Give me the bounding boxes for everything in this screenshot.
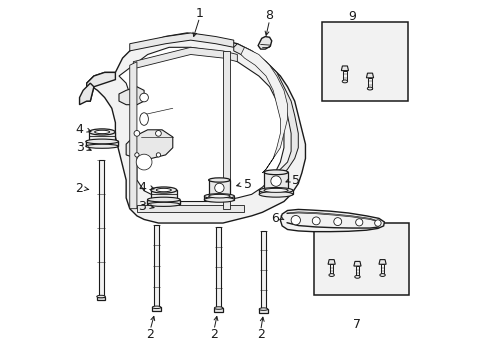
Ellipse shape <box>97 295 105 298</box>
Bar <box>321 22 407 101</box>
Polygon shape <box>259 190 292 194</box>
Polygon shape <box>97 297 105 300</box>
Polygon shape <box>223 51 230 209</box>
Polygon shape <box>378 260 386 264</box>
Polygon shape <box>341 66 348 71</box>
Polygon shape <box>280 210 384 231</box>
Text: 4: 4 <box>76 123 83 136</box>
Ellipse shape <box>259 192 292 197</box>
Ellipse shape <box>85 144 118 148</box>
Polygon shape <box>119 87 144 105</box>
Polygon shape <box>353 261 360 266</box>
Polygon shape <box>366 73 373 78</box>
Polygon shape <box>327 260 335 264</box>
Ellipse shape <box>259 188 292 193</box>
Polygon shape <box>286 212 378 222</box>
Text: 9: 9 <box>347 10 355 23</box>
Polygon shape <box>216 226 221 308</box>
Polygon shape <box>329 264 333 275</box>
Ellipse shape <box>208 194 230 198</box>
Polygon shape <box>99 160 103 297</box>
Ellipse shape <box>264 170 287 175</box>
Ellipse shape <box>151 187 176 193</box>
Circle shape <box>214 183 224 193</box>
Polygon shape <box>259 309 267 313</box>
Ellipse shape <box>89 129 115 135</box>
Polygon shape <box>137 205 244 212</box>
Polygon shape <box>119 47 284 202</box>
Circle shape <box>136 154 152 170</box>
Polygon shape <box>80 83 94 105</box>
Ellipse shape <box>342 80 347 83</box>
Text: 1: 1 <box>195 7 203 20</box>
Polygon shape <box>286 222 378 228</box>
Circle shape <box>155 131 161 136</box>
Polygon shape <box>208 180 230 196</box>
Ellipse shape <box>85 139 118 144</box>
Polygon shape <box>89 132 115 141</box>
Ellipse shape <box>328 274 334 276</box>
Polygon shape <box>214 308 223 312</box>
Ellipse shape <box>259 308 267 310</box>
Circle shape <box>156 153 160 157</box>
Polygon shape <box>261 231 265 309</box>
Ellipse shape <box>366 87 372 90</box>
Polygon shape <box>258 37 271 49</box>
Circle shape <box>374 220 380 226</box>
Ellipse shape <box>354 275 360 278</box>
Text: 2: 2 <box>210 328 218 341</box>
Circle shape <box>270 176 281 186</box>
Circle shape <box>333 218 341 226</box>
Circle shape <box>290 216 300 225</box>
Text: 2: 2 <box>146 328 154 341</box>
Text: 3: 3 <box>76 141 83 154</box>
Polygon shape <box>355 266 359 277</box>
Polygon shape <box>151 190 176 199</box>
Polygon shape <box>204 196 234 200</box>
Ellipse shape <box>147 197 180 202</box>
Text: 3: 3 <box>138 200 146 213</box>
Text: 2: 2 <box>256 328 264 341</box>
Polygon shape <box>86 72 115 101</box>
Polygon shape <box>367 78 371 89</box>
Polygon shape <box>241 47 287 173</box>
Polygon shape <box>233 44 298 184</box>
Text: 8: 8 <box>265 9 273 22</box>
Bar <box>314 223 408 295</box>
Polygon shape <box>129 33 233 51</box>
Circle shape <box>355 219 362 226</box>
Ellipse shape <box>147 202 180 206</box>
Text: 2: 2 <box>76 183 83 195</box>
Ellipse shape <box>208 178 230 182</box>
Polygon shape <box>343 71 346 81</box>
Text: 7: 7 <box>353 318 361 331</box>
Circle shape <box>134 131 140 136</box>
Text: 4: 4 <box>138 181 146 194</box>
Polygon shape <box>152 307 161 311</box>
Text: 5: 5 <box>292 174 300 186</box>
Polygon shape <box>154 225 159 307</box>
Ellipse shape <box>140 113 148 125</box>
Ellipse shape <box>204 194 234 199</box>
Circle shape <box>135 153 139 157</box>
Circle shape <box>312 217 320 225</box>
Ellipse shape <box>152 306 161 309</box>
Ellipse shape <box>379 274 385 276</box>
Text: 5: 5 <box>244 178 252 191</box>
Polygon shape <box>380 264 384 275</box>
Ellipse shape <box>264 188 287 192</box>
Polygon shape <box>86 33 305 223</box>
Ellipse shape <box>214 307 223 309</box>
Polygon shape <box>264 172 287 190</box>
Ellipse shape <box>204 197 234 202</box>
Ellipse shape <box>95 130 109 134</box>
Polygon shape <box>133 47 237 69</box>
Polygon shape <box>147 199 180 204</box>
Ellipse shape <box>156 188 171 192</box>
Circle shape <box>140 93 148 102</box>
Polygon shape <box>85 141 118 146</box>
Polygon shape <box>126 130 172 158</box>
Polygon shape <box>129 62 137 209</box>
Text: 6: 6 <box>270 212 278 225</box>
